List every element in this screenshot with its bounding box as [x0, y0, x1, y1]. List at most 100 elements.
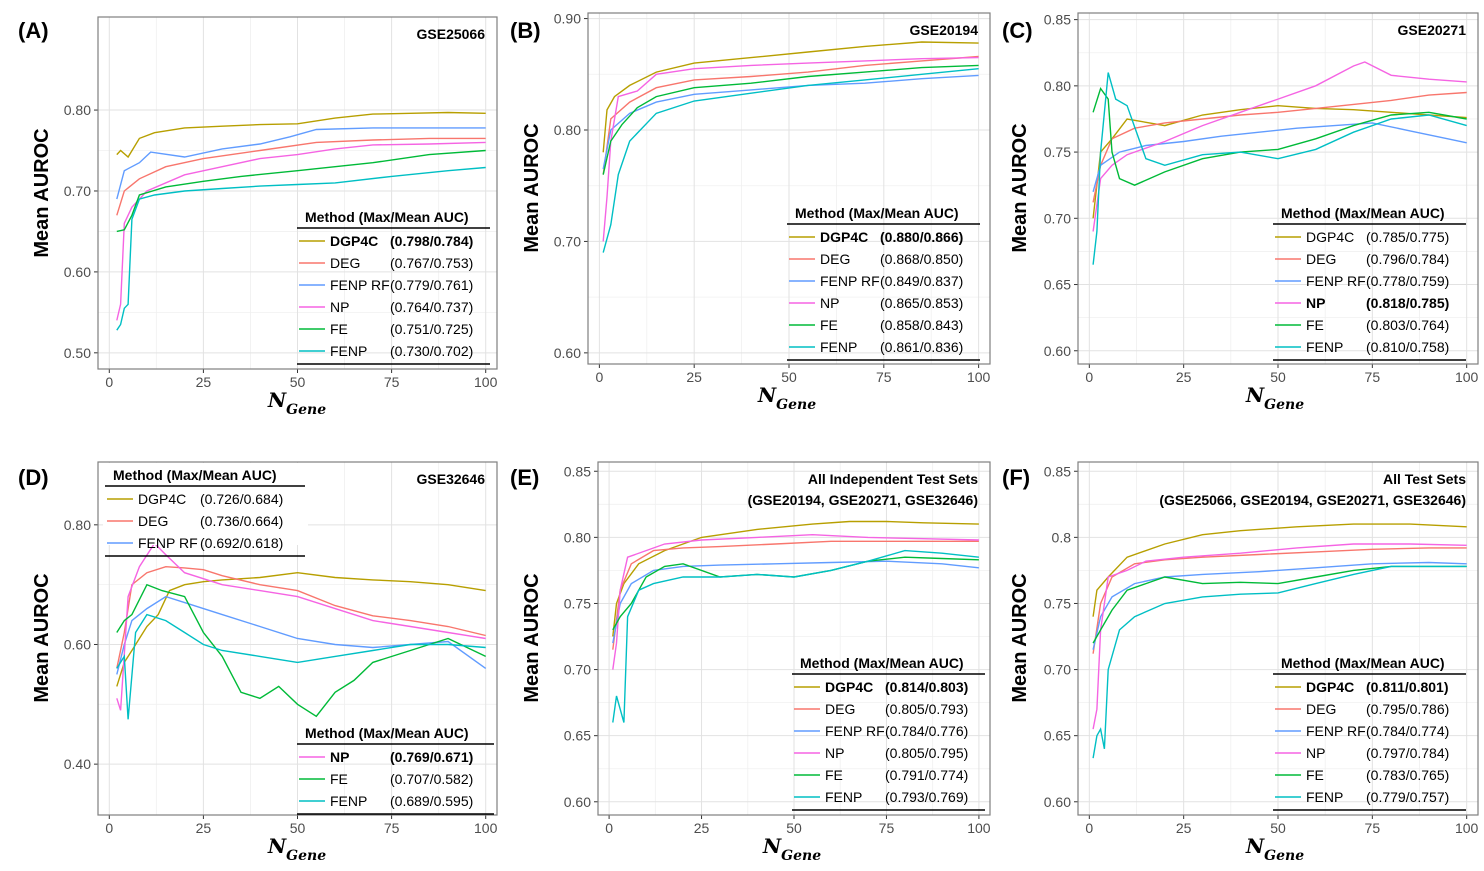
panel-e-legend-method: NP [825, 745, 844, 761]
panel-c-border [1077, 12, 1479, 365]
panel-f-legend-method: DGP4C [1306, 679, 1354, 695]
panel-e-xlabel: NGene [762, 834, 821, 864]
panel-f-border [1077, 461, 1479, 816]
panel-d-series-np [116, 542, 486, 711]
panel-d-legend-value: (0.689/0.595) [390, 793, 473, 809]
panel-a-series-fe [116, 149, 486, 233]
panel-c-legend-value: (0.803/0.764) [1366, 317, 1449, 333]
panel-b-legend-value: (0.865/0.853) [880, 295, 963, 311]
panel-a-xtick-label: 100 [474, 374, 498, 390]
panel-d-label: (D) [18, 465, 49, 490]
panel-b-legend-method: FE [820, 317, 838, 333]
panel-e-legend-value: (0.793/0.769) [885, 789, 968, 805]
panel-c-xtick-label: 75 [1365, 369, 1381, 385]
panel-f-dataset-label: All Test Sets [1383, 471, 1466, 487]
panel-b-dataset-label: GSE20194 [910, 22, 979, 38]
panel-e-legend-value: (0.791/0.774) [885, 767, 968, 783]
panel-d-xtick-label: 75 [384, 820, 400, 836]
panel-d-top-legend-method: FENP RF [138, 535, 198, 551]
panel-e-dataset-label: All Independent Test Sets [808, 471, 978, 487]
panel-c-legend-value: (0.818/0.785) [1366, 295, 1449, 311]
panel-f-legend-value: (0.795/0.786) [1366, 701, 1449, 717]
panel-c-ytick-label: 0.70 [1044, 210, 1071, 226]
panel-b-series-deg [602, 55, 979, 175]
panel-b-xtick-label: 25 [686, 369, 702, 385]
panel-b: 0 25 50 75 100 0.60 0.70 0.80 0.90 (B) GSE20194 Mea… [510, 11, 991, 413]
panel-a-legend-value: (0.764/0.737) [390, 299, 473, 315]
panel-c-xtick-label: 100 [1455, 369, 1479, 385]
panel-a-ytick-label: 0.80 [64, 102, 91, 118]
panel-d-top-legend-value: (0.736/0.664) [200, 513, 283, 529]
panel-b-series-dgp4c [602, 41, 979, 153]
panel-c-series-deg [1092, 91, 1467, 203]
panel-b-series-fenp [602, 68, 979, 253]
panel-e-legend-method: DEG [825, 701, 855, 717]
panel-b-series-fenp-rf [602, 74, 979, 170]
panel-d-xlabel: NGene [267, 834, 326, 864]
panel-d-series-fenp [116, 613, 486, 720]
panel-e: 0 25 50 75 100 0.60 0.65 0.70 0.75 0.80 0.85 (E) All… [510, 461, 991, 864]
panel-d-ytick-label: 0.40 [64, 756, 91, 772]
panel-f-series-dgp4c [1092, 523, 1467, 617]
panel-c-legend-value: (0.778/0.759) [1366, 273, 1449, 289]
panel-a-xtick-label: 50 [290, 374, 306, 390]
panel-a-legend-method: FENP [330, 343, 367, 359]
panel-d-xlabel-main: N [267, 834, 287, 858]
panel-e-xtick-label: 50 [786, 820, 802, 836]
panel-e-label: (E) [510, 465, 539, 490]
panel-c-legend-value: (0.810/0.758) [1366, 339, 1449, 355]
panel-c-xlabel-sub: Gene [1264, 397, 1304, 413]
panel-c-legend-method: FENP [1306, 339, 1343, 355]
panel-a-label: (A) [18, 18, 49, 43]
panel-b-series-fe [602, 64, 979, 175]
panel-a-xtick-label: 75 [384, 374, 400, 390]
panel-c-legend-method: FENP RF [1306, 273, 1366, 289]
panel-e-series-np [612, 533, 979, 670]
panel-a-ytick-label: 0.60 [64, 264, 91, 280]
panel-f-xlabel-sub: Gene [1264, 848, 1304, 864]
panel-f-series-fenp [1092, 565, 1467, 759]
panel-a-legend-value: (0.751/0.725) [390, 321, 473, 337]
panel-d-series-fe [116, 583, 487, 718]
panel-a-dataset-label: GSE25066 [417, 26, 486, 42]
panel-c-xlabel: NGene [1245, 383, 1304, 413]
panel-c-legend-method: DGP4C [1306, 229, 1354, 245]
panel-a-series-deg [116, 137, 486, 216]
panel-b-ytick-label: 0.60 [554, 345, 581, 361]
panel-f-legend-method: FE [1306, 767, 1324, 783]
panel-a-legend-title: Method (Max/Mean AUC) [305, 209, 469, 225]
panel-f-legend-method: FENP [1306, 789, 1343, 805]
panel-f-legend-method: FENP RF [1306, 723, 1366, 739]
panel-e-series-fenp-rf [612, 560, 979, 644]
panel-a-legend-value: (0.730/0.702) [390, 343, 473, 359]
panel-d-xtick-label: 0 [105, 820, 113, 836]
panel-c-ylabel: Mean AUROC [1009, 123, 1031, 252]
panel-e-xtick-label: 100 [967, 820, 991, 836]
panel-f-label: (F) [1002, 465, 1030, 490]
panel-f-series-np [1092, 543, 1467, 730]
panel-e-ytick-label: 0.60 [564, 794, 591, 810]
panel-d-top-legend-method: DGP4C [138, 491, 186, 507]
panel-e-dataset-label: (GSE20194, GSE20271, GSE32646) [748, 492, 978, 508]
panel-f-legend-value: (0.797/0.784) [1366, 745, 1449, 761]
panel-d-legend-title: Method (Max/Mean AUC) [305, 725, 469, 741]
panel-d-top-legend-title: Method (Max/Mean AUC) [113, 467, 277, 483]
panel-d-series-dgp4c [116, 571, 486, 687]
panel-a-xlabel-main: N [267, 388, 287, 412]
panel-f-xtick-label: 75 [1365, 820, 1381, 836]
panel-f-legend-value: (0.783/0.765) [1366, 767, 1449, 783]
panel-d: 0 25 50 75 100 0.40 0.60 0.80 (D) GSE32646 Mean AU… [18, 461, 498, 864]
panel-b-legend-value: (0.868/0.850) [880, 251, 963, 267]
panel-b-ytick-label: 0.70 [554, 233, 581, 249]
panel-d-ytick-label: 0.60 [64, 636, 91, 652]
panel-c-xtick-label: 25 [1176, 369, 1192, 385]
panel-b-legend-method: DEG [820, 251, 850, 267]
panel-e-legend-value: (0.805/0.793) [885, 701, 968, 717]
panel-b-legend-value: (0.880/0.866) [880, 229, 963, 245]
panel-c-legend: Method (Max/Mean AUC) DGP4C (0.785/0.775) D… [1273, 205, 1466, 361]
panel-a-xlabel: NGene [267, 388, 326, 418]
panel-b-border [587, 12, 991, 365]
panel-c-series-fe [1092, 86, 1467, 186]
panel-e-xtick-label: 25 [694, 820, 710, 836]
panel-e-ytick-label: 0.85 [564, 463, 591, 479]
